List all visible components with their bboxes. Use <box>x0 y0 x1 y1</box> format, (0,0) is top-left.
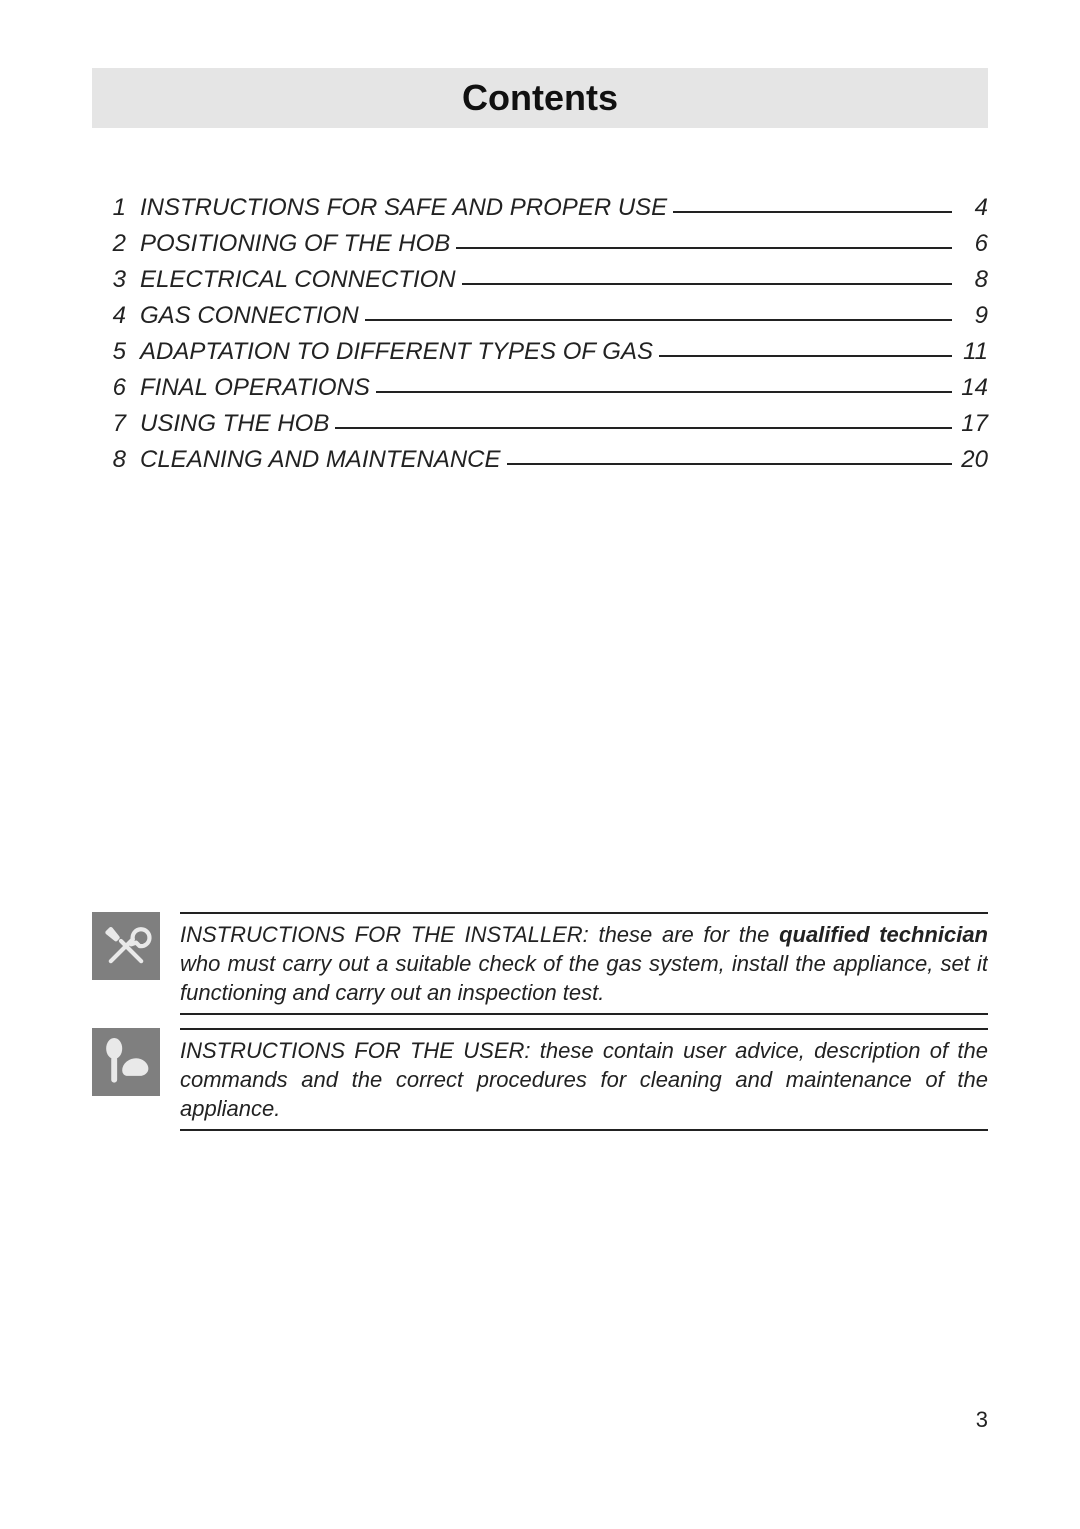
toc-page: 11 <box>960 334 988 370</box>
toc-page: 8 <box>960 262 988 298</box>
toc-label: ELECTRICAL CONNECTION <box>140 262 456 298</box>
toc-label: FINAL OPERATIONS <box>140 370 370 406</box>
toc-page: 20 <box>960 442 988 478</box>
toc-row: 1 INSTRUCTIONS FOR SAFE AND PROPER USE 4 <box>92 190 988 226</box>
installer-note-rest: who must carry out a suitable check of t… <box>180 951 988 1005</box>
toc-leader <box>365 319 952 321</box>
toc-number: 2 <box>92 226 126 262</box>
toc-page: 14 <box>960 370 988 406</box>
contents-title: Contents <box>462 77 618 119</box>
toc-page: 6 <box>960 226 988 262</box>
toc-leader <box>507 463 953 465</box>
installer-note-lead: INSTRUCTIONS FOR THE INSTALLER: these ar… <box>180 922 779 947</box>
toc-page: 17 <box>960 406 988 442</box>
toc-leader <box>376 391 952 393</box>
chef-spoon-icon <box>92 1028 160 1096</box>
table-of-contents: 1 INSTRUCTIONS FOR SAFE AND PROPER USE 4… <box>92 190 988 478</box>
installer-note-text: INSTRUCTIONS FOR THE INSTALLER: these ar… <box>180 920 988 1007</box>
installer-note: INSTRUCTIONS FOR THE INSTALLER: these ar… <box>92 912 988 1015</box>
chef-spoon-svg <box>99 1035 153 1089</box>
user-note-box: INSTRUCTIONS FOR THE USER: these contain… <box>180 1028 988 1131</box>
installer-note-box: INSTRUCTIONS FOR THE INSTALLER: these ar… <box>180 912 988 1015</box>
installer-note-bold: qualified technician <box>779 922 988 947</box>
toc-leader <box>659 355 952 357</box>
toc-label: CLEANING AND MAINTENANCE <box>140 442 501 478</box>
wrench-screwdriver-icon <box>92 912 160 980</box>
page-number: 3 <box>976 1407 988 1433</box>
toc-number: 5 <box>92 334 126 370</box>
toc-label: GAS CONNECTION <box>140 298 359 334</box>
wrench-screwdriver-svg <box>99 919 153 973</box>
toc-row: 5 ADAPTATION TO DIFFERENT TYPES OF GAS 1… <box>92 334 988 370</box>
user-note-text: INSTRUCTIONS FOR THE USER: these contain… <box>180 1036 988 1123</box>
toc-number: 4 <box>92 298 126 334</box>
user-note: INSTRUCTIONS FOR THE USER: these contain… <box>92 1028 988 1131</box>
toc-page: 9 <box>960 298 988 334</box>
toc-row: 8 CLEANING AND MAINTENANCE 20 <box>92 442 988 478</box>
toc-row: 3 ELECTRICAL CONNECTION 8 <box>92 262 988 298</box>
toc-row: 7 USING THE HOB 17 <box>92 406 988 442</box>
toc-label: INSTRUCTIONS FOR SAFE AND PROPER USE <box>140 190 667 226</box>
toc-number: 7 <box>92 406 126 442</box>
toc-number: 6 <box>92 370 126 406</box>
toc-row: 2 POSITIONING OF THE HOB 6 <box>92 226 988 262</box>
toc-number: 1 <box>92 190 126 226</box>
toc-number: 3 <box>92 262 126 298</box>
toc-leader <box>673 211 952 213</box>
toc-leader <box>335 427 952 429</box>
toc-number: 8 <box>92 442 126 478</box>
page: Contents 1 INSTRUCTIONS FOR SAFE AND PRO… <box>0 0 1080 1529</box>
toc-label: USING THE HOB <box>140 406 329 442</box>
toc-label: ADAPTATION TO DIFFERENT TYPES OF GAS <box>140 334 653 370</box>
toc-row: 4 GAS CONNECTION 9 <box>92 298 988 334</box>
toc-label: POSITIONING OF THE HOB <box>140 226 450 262</box>
toc-row: 6 FINAL OPERATIONS 14 <box>92 370 988 406</box>
toc-page: 4 <box>960 190 988 226</box>
toc-leader <box>456 247 952 249</box>
toc-leader <box>462 283 952 285</box>
contents-header-bar: Contents <box>92 68 988 128</box>
